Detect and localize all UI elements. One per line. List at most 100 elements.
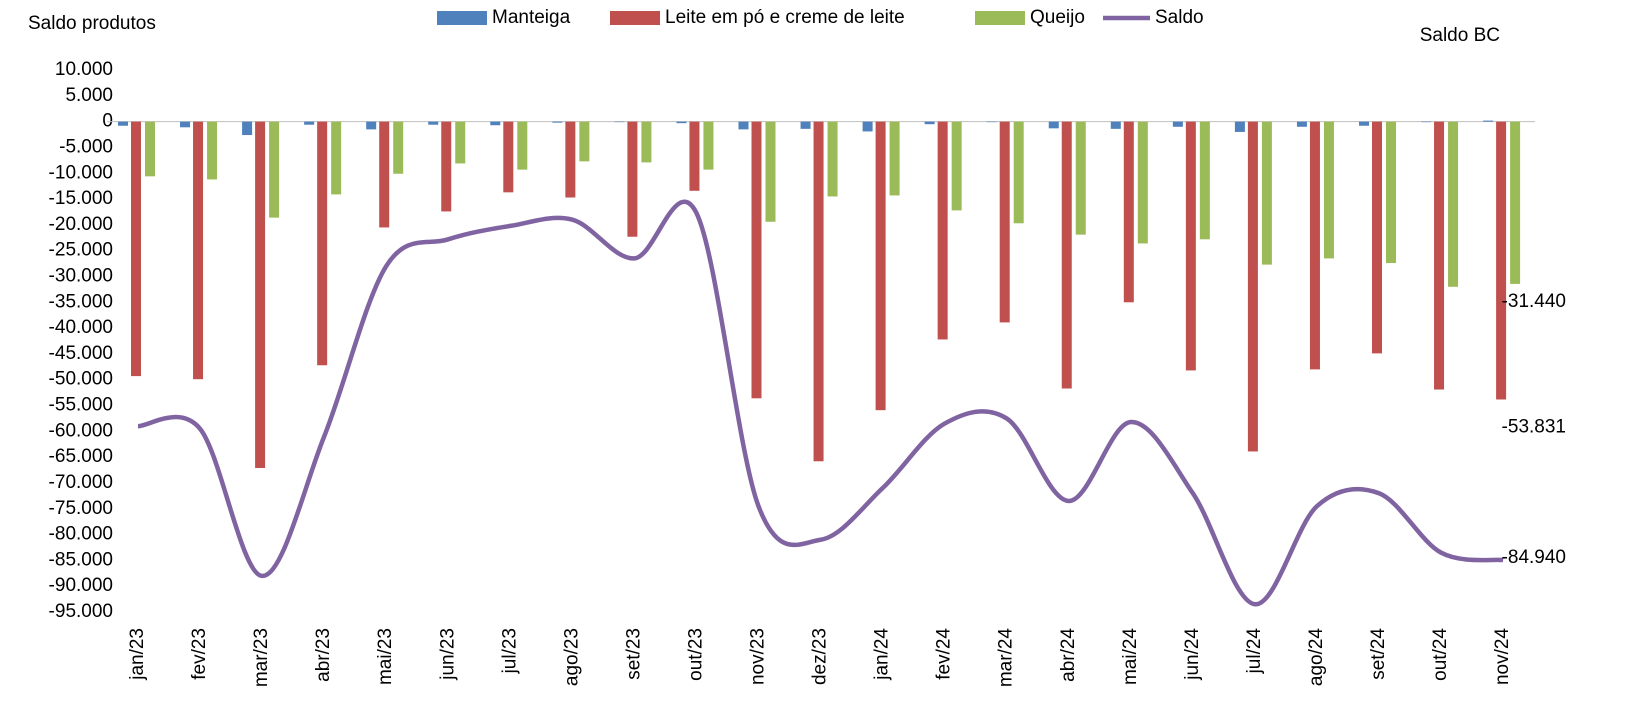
y2-label: Saldo BC: [1420, 25, 1500, 46]
y-tick-label: -45.000: [49, 343, 113, 364]
bar: [242, 121, 253, 136]
bar: [1296, 121, 1307, 127]
bar: [1323, 121, 1334, 259]
bar: [627, 121, 638, 237]
bar: [393, 121, 404, 174]
bar: [317, 121, 328, 366]
x-tick-label: dez/23: [810, 628, 831, 685]
bar: [1421, 121, 1432, 123]
bar: [255, 121, 266, 468]
legend-label: Queijo: [1030, 7, 1085, 28]
chart-title: Saldo produtos: [28, 13, 156, 34]
y-tick-label: -5.000: [59, 136, 113, 157]
bar: [503, 121, 514, 193]
y-tick-label: -85.000: [49, 549, 113, 570]
x-tick-label: jun/23: [437, 628, 458, 681]
bar: [1199, 121, 1210, 240]
x-tick-label: mar/23: [251, 628, 272, 687]
bar: [1185, 121, 1196, 371]
bar: [1359, 121, 1369, 126]
y-tick-label: -80.000: [49, 524, 113, 545]
x-tick-label: set/24: [1368, 628, 1389, 680]
bar: [455, 121, 466, 164]
bar: [738, 121, 749, 130]
line: [137, 199, 1504, 607]
bar: [1309, 121, 1320, 370]
bar: [517, 121, 528, 170]
y-tick-label: -25.000: [49, 240, 113, 261]
y-tick-label: -10.000: [49, 162, 113, 183]
legend-label: Saldo: [1155, 7, 1204, 28]
data-label: -31.440: [1502, 291, 1566, 312]
bar: [428, 121, 439, 125]
bar: [1496, 121, 1507, 400]
bar: [379, 121, 390, 228]
bar: [145, 121, 155, 177]
bar: [1013, 121, 1024, 224]
bar: [813, 121, 824, 462]
y-tick-label: -90.000: [49, 575, 113, 596]
legend-swatch: [437, 11, 487, 25]
bar: [1048, 121, 1059, 129]
bar: [304, 121, 315, 125]
x-tick-label: fev/24: [934, 628, 955, 680]
bar: [1510, 121, 1521, 284]
bar: [689, 121, 700, 191]
bar: [1061, 121, 1072, 389]
bar: [800, 121, 811, 129]
x-tick-label: jun/24: [1182, 628, 1203, 681]
bar: [862, 121, 873, 132]
bar: [1110, 121, 1121, 129]
bar: [641, 121, 652, 163]
y-tick-label: -30.000: [49, 265, 113, 286]
data-label: -84.940: [1502, 547, 1566, 568]
bar: [1434, 121, 1445, 390]
x-tick-label: abr/23: [313, 628, 334, 682]
bar: [131, 121, 141, 377]
bar: [1372, 121, 1382, 354]
bar: [1386, 121, 1396, 264]
x-tick-label: ago/23: [561, 628, 582, 686]
bar: [1261, 121, 1272, 265]
legend-label: Manteiga: [492, 7, 571, 28]
bar: [924, 121, 935, 125]
bar: [269, 121, 280, 218]
bar: [193, 121, 204, 380]
y-tick-label: -35.000: [49, 291, 113, 312]
x-tick-label: nov/24: [1492, 628, 1513, 685]
bar: [951, 121, 962, 211]
bar: [579, 121, 590, 162]
bar: [1448, 121, 1459, 287]
y-tick-label: -15.000: [49, 188, 113, 209]
bar: [614, 121, 625, 123]
bar: [1172, 121, 1183, 127]
y-tick-label: -60.000: [49, 420, 113, 441]
legend-label: Leite em pó e creme de leite: [665, 7, 905, 28]
bar: [366, 121, 377, 130]
bar: [1123, 121, 1134, 303]
bar: [827, 121, 838, 197]
bar: [490, 121, 501, 126]
bar: [565, 121, 576, 198]
x-tick-label: ago/24: [1306, 628, 1327, 687]
bar: [889, 121, 900, 196]
x-tick-label: mai/24: [1120, 628, 1141, 685]
bar: [1234, 121, 1245, 132]
bar: [331, 121, 342, 195]
x-tick-label: abr/24: [1058, 628, 1079, 682]
bar: [676, 121, 687, 124]
bar: [180, 121, 191, 128]
bar: [1247, 121, 1258, 452]
bar: [986, 121, 997, 123]
bar: [441, 121, 452, 212]
legend-swatch: [975, 11, 1025, 25]
bar: [207, 121, 218, 180]
x-tick-label: set/23: [623, 628, 644, 680]
x-tick-label: out/23: [685, 628, 706, 681]
bar: [875, 121, 886, 411]
bar: [118, 121, 128, 126]
bar: [1137, 121, 1148, 244]
x-tick-label: jan/23: [127, 628, 148, 681]
bar: [765, 121, 776, 222]
